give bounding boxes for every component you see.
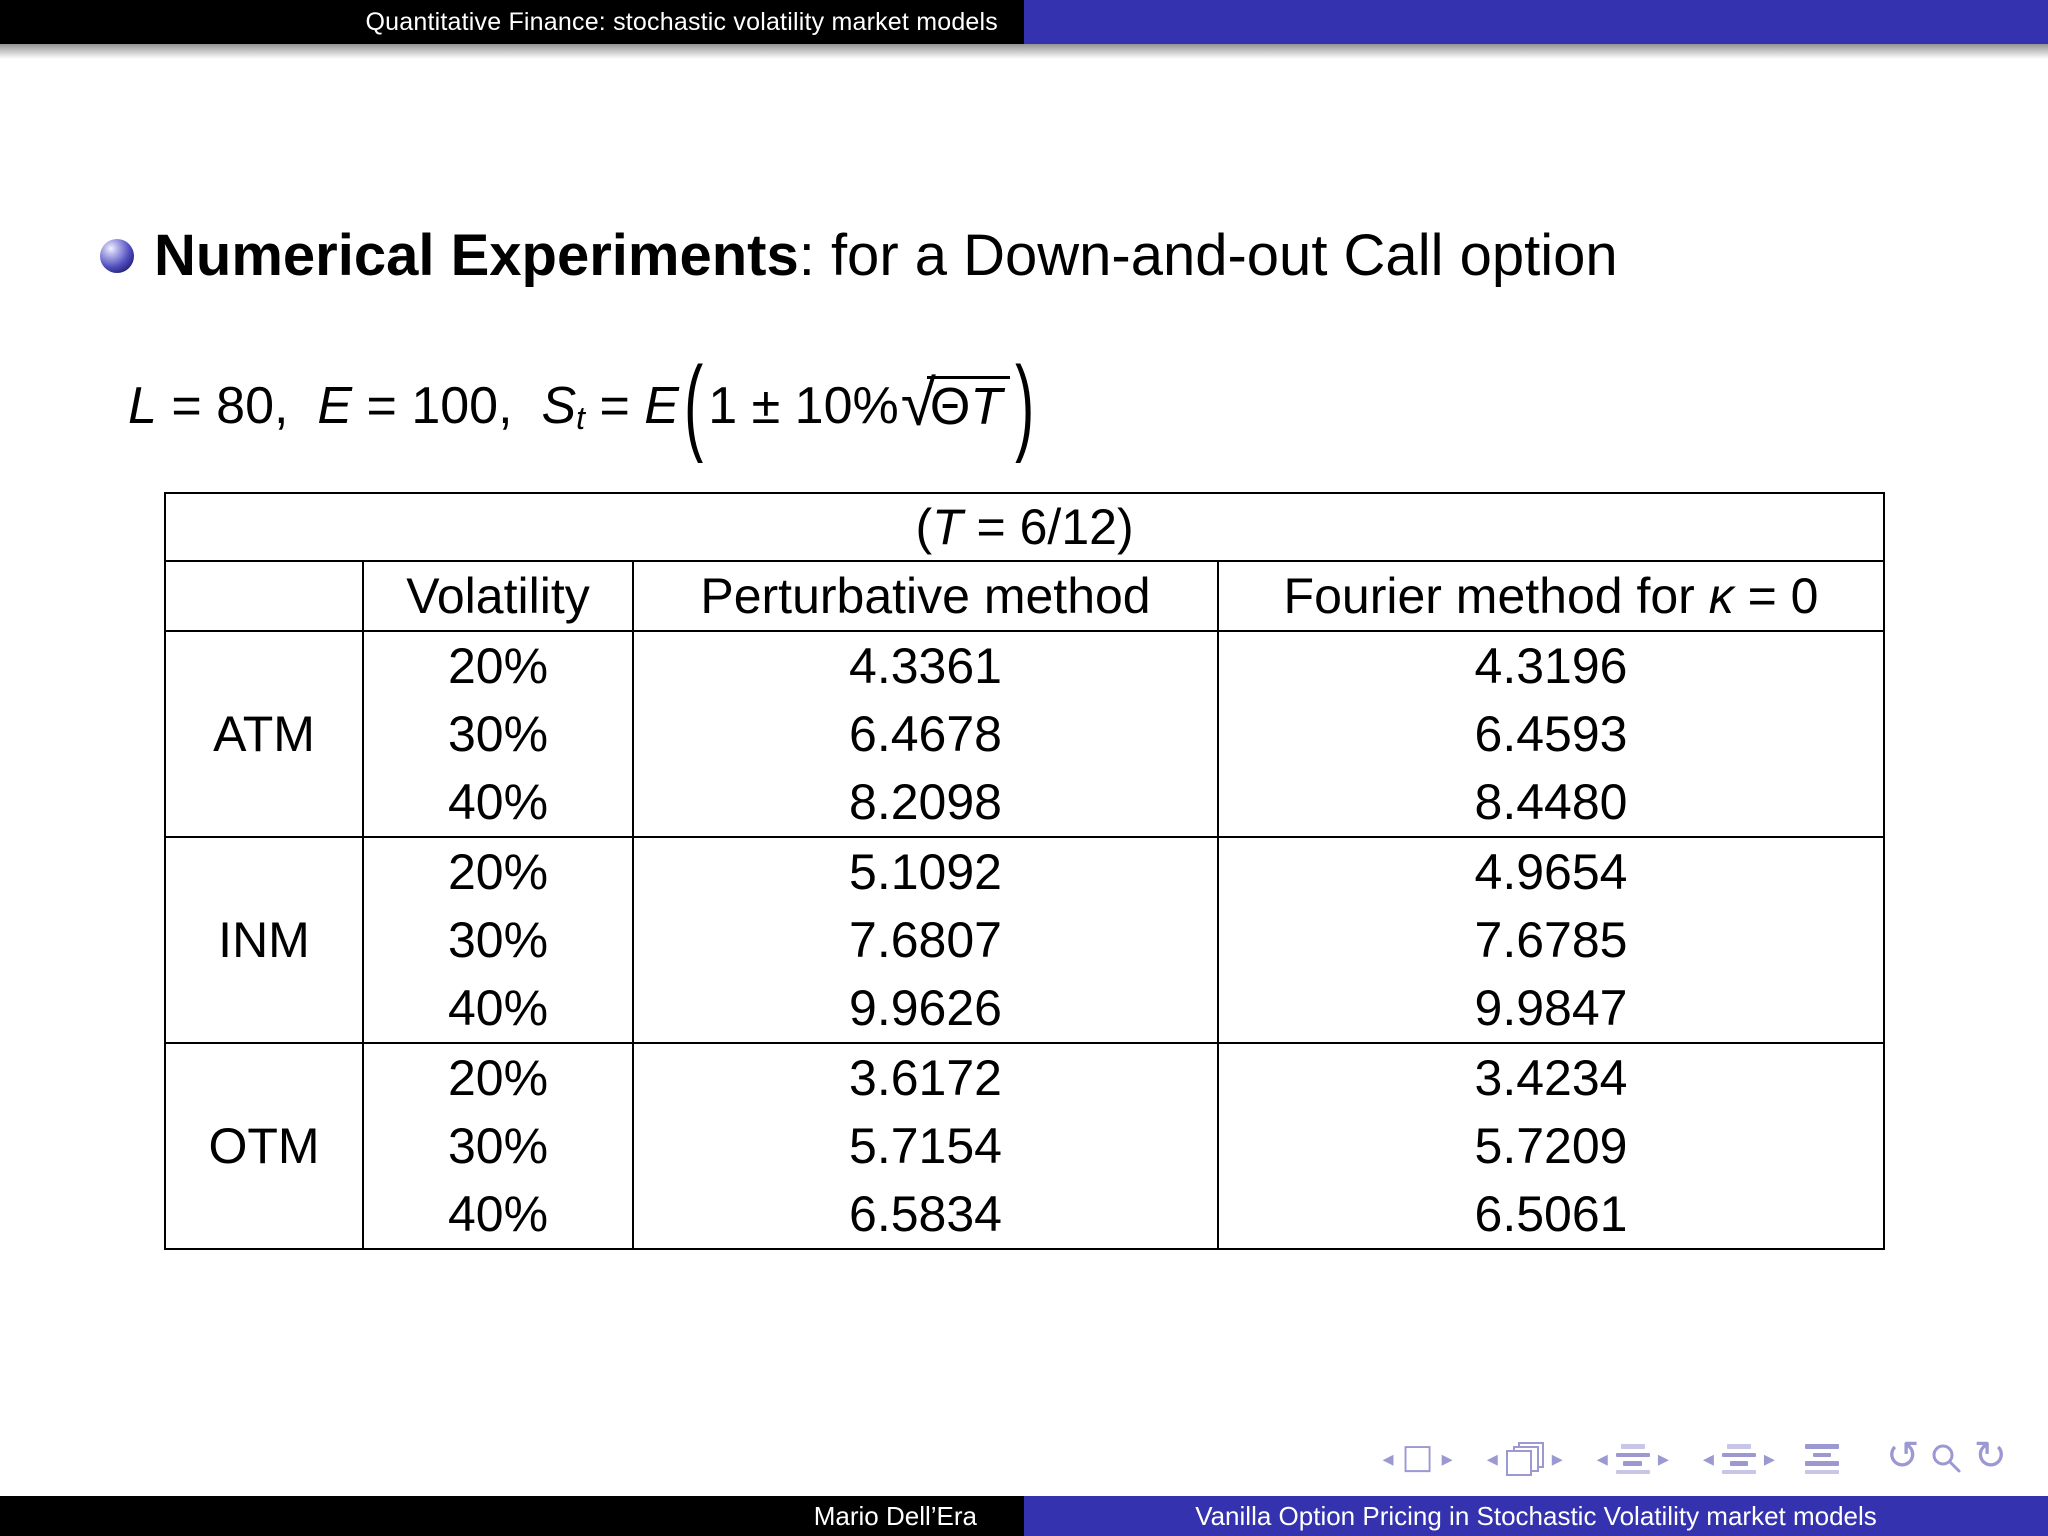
cell-vol: 30% xyxy=(362,906,634,974)
subsection-lines-icon[interactable] xyxy=(1615,1444,1650,1474)
cell-vol: 20% xyxy=(362,1042,634,1112)
cell-fourier: 5.7209 xyxy=(1216,1112,1886,1180)
table-header-row: Volatility Perturbative method Fourier m… xyxy=(164,561,1886,632)
beamer-navigation-bar: ◂ □ ▸ ◂ ▸ ◂ ▸ ◂ ▸ ↺ ↻ xyxy=(1376,1433,2012,1482)
cell-perturbative: 4.3361 xyxy=(632,630,1219,700)
corner-cell xyxy=(164,561,364,632)
group-label-inm: INM xyxy=(164,836,364,1043)
table-caption-row: (T = 6/12) xyxy=(163,493,1886,562)
table-row: 30% 7.6807 7.6785 xyxy=(165,906,1886,974)
col-header-fourier: Fourier method for κ = 0 xyxy=(1216,561,1886,632)
cell-fourier: 4.3196 xyxy=(1216,630,1886,700)
cell-perturbative: 7.6807 xyxy=(632,906,1219,974)
header-left-section: Quantitative Finance: stochastic volatil… xyxy=(0,0,1024,44)
bullet-item: Numerical Experiments: for a Down-and-ou… xyxy=(100,224,1618,288)
table-caption: (T = 6/12) xyxy=(163,493,1886,562)
formula-open-paren: ( xyxy=(684,346,704,466)
cell-fourier: 4.9654 xyxy=(1216,836,1886,906)
results-table: (T = 6/12) Volatility Perturbative metho… xyxy=(163,492,1886,1250)
table-row: 30% 5.7154 5.7209 xyxy=(165,1112,1886,1180)
cell-vol: 40% xyxy=(362,974,634,1043)
cell-perturbative: 3.6172 xyxy=(632,1042,1219,1112)
search-icon[interactable] xyxy=(1929,1442,1963,1476)
footer-bar: Mario Dell’Era Vanilla Option Pricing in… xyxy=(0,1496,2048,1536)
cell-fourier: 8.4480 xyxy=(1216,768,1886,837)
next-section-icon[interactable]: ▸ xyxy=(1763,1446,1775,1472)
bullet-text-bold: Numerical Experiments xyxy=(154,223,799,288)
frames-stack-icon[interactable] xyxy=(1505,1442,1544,1476)
cell-perturbative: 6.4678 xyxy=(632,700,1219,768)
go-forward-icon[interactable]: ↻ xyxy=(1973,1433,2007,1479)
formula-close-paren: ) xyxy=(1015,346,1035,466)
next-frame-icon[interactable]: ▸ xyxy=(1551,1446,1563,1472)
cell-vol: 20% xyxy=(362,836,634,906)
table-row: OTM 20% 3.6172 3.4234 xyxy=(164,1042,1886,1249)
header-bar: Quantitative Finance: stochastic volatil… xyxy=(0,0,2048,59)
table-row: 40% 9.9626 9.9847 xyxy=(165,974,1886,1043)
formula-var-E2: E xyxy=(644,377,679,435)
formula-var-S: S xyxy=(541,377,577,435)
formula-var-T: T xyxy=(970,378,1003,437)
prev-subsection-icon[interactable]: ◂ xyxy=(1596,1446,1608,1472)
footer-author-section: Mario Dell’Era xyxy=(0,1496,1024,1536)
cell-fourier: 6.4593 xyxy=(1216,700,1886,768)
bullet-text: Numerical Experiments: for a Down-and-ou… xyxy=(154,224,1618,288)
cell-fourier: 6.5061 xyxy=(1216,1180,1886,1249)
formula-var-L: L xyxy=(128,377,157,435)
prev-section-icon[interactable]: ◂ xyxy=(1702,1446,1714,1472)
go-back-icon[interactable]: ↺ xyxy=(1885,1433,1920,1479)
formula-theta: Θ xyxy=(929,378,971,437)
header-shadow xyxy=(0,44,2048,59)
prev-frame-icon[interactable]: ◂ xyxy=(1486,1446,1498,1472)
cell-vol: 40% xyxy=(362,768,634,837)
section-lines-icon[interactable] xyxy=(1721,1444,1756,1474)
next-subsection-icon[interactable]: ▸ xyxy=(1657,1446,1669,1472)
group-label-atm: ATM xyxy=(164,630,364,837)
cell-perturbative: 8.2098 xyxy=(632,768,1219,837)
cell-fourier: 3.4234 xyxy=(1216,1042,1886,1112)
next-slide-icon[interactable]: ▸ xyxy=(1441,1446,1453,1472)
cell-vol: 30% xyxy=(362,1112,634,1180)
bullet-ball-icon xyxy=(100,239,134,273)
cell-vol: 20% xyxy=(362,630,634,700)
col-header-volatility: Volatility xyxy=(362,561,634,632)
cell-vol: 30% xyxy=(362,700,634,768)
bullet-text-rest: : for a Down-and-out Call option xyxy=(798,223,1618,288)
prev-slide-icon[interactable]: ◂ xyxy=(1382,1446,1394,1472)
footer-title: Vanilla Option Pricing in Stochastic Vol… xyxy=(1195,1500,1877,1531)
formula-radicand: ΘT xyxy=(926,376,1011,437)
table-row: 30% 6.4678 6.4593 xyxy=(165,700,1886,768)
cell-perturbative: 9.9626 xyxy=(632,974,1219,1043)
cell-fourier: 9.9847 xyxy=(1216,974,1886,1043)
group-label-otm: OTM xyxy=(164,1042,364,1249)
frame-icon[interactable]: □ xyxy=(1401,1437,1434,1477)
cell-perturbative: 6.5834 xyxy=(632,1180,1219,1249)
cell-vol: 40% xyxy=(362,1180,634,1249)
formula-inner: 1 ± 10% xyxy=(708,377,899,435)
table-row: INM 20% 5.1092 4.9654 xyxy=(164,836,1886,1043)
footer-author: Mario Dell’Era xyxy=(813,1500,977,1531)
cell-fourier: 7.6785 xyxy=(1216,906,1886,974)
presentation-lines-icon[interactable] xyxy=(1804,1444,1839,1474)
formula-var-E: E xyxy=(317,377,353,435)
cell-perturbative: 5.7154 xyxy=(632,1112,1219,1180)
table-row: ATM 20% 4.3361 4.3196 xyxy=(164,630,1886,837)
table-row: 40% 6.5834 6.5061 xyxy=(165,1180,1886,1249)
cell-perturbative: 5.1092 xyxy=(632,836,1219,906)
formula-eq-mid: = xyxy=(585,377,645,435)
kappa-symbol: κ xyxy=(1708,568,1734,624)
table-row: 40% 8.2098 8.4480 xyxy=(165,768,1886,837)
formula-sub-t: t xyxy=(576,399,586,436)
formula-eq-L: = 80, xyxy=(156,377,318,435)
formula-eq-E: = 100, xyxy=(352,377,542,435)
header-title: Quantitative Finance: stochastic volatil… xyxy=(365,7,998,36)
header-right-section xyxy=(1024,0,2048,44)
footer-title-section: Vanilla Option Pricing in Stochastic Vol… xyxy=(1024,1496,2048,1536)
sqrt-radical-icon: √ xyxy=(900,367,936,439)
col-header-perturbative: Perturbative method xyxy=(632,561,1219,632)
